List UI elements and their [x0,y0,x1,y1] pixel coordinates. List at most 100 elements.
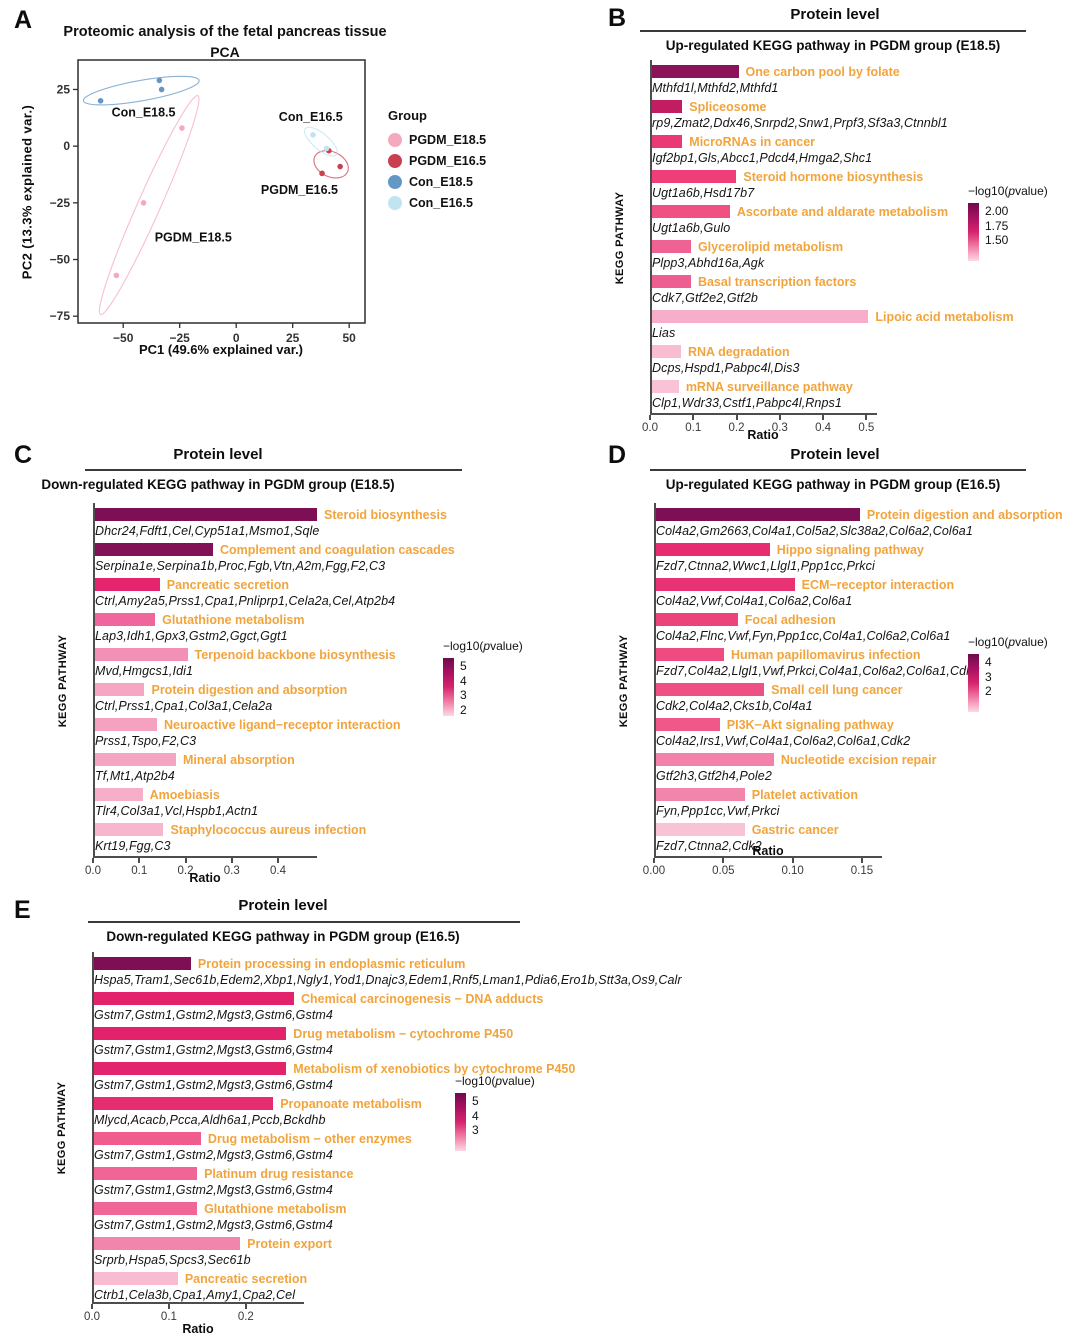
gene-list: Gstm7,Gstm1,Gstm2,Mgst3,Gstm6,Gstm4 [94,1217,333,1232]
x-tick-mark [184,858,187,863]
gene-list: Fzd7,Ctnna2,Cdk2 [656,838,762,853]
gene-list: Lap3,Idh1,Gpx3,Gstm2,Ggct,Ggt1 [95,628,288,643]
legend-title-text: −log10( [443,639,484,653]
panel-c-kegg-down-e18: C Protein level Down-regulated KEGG path… [0,437,600,890]
x-tick-label: 0.2 [237,1311,254,1323]
title-underline [650,469,1026,471]
legend-value: 3 [985,669,992,684]
y-axis-label: KEGG PATHWAY [614,191,626,285]
x-tick-label: 0.3 [223,865,240,877]
gene-list: Ugt1a6b,Gulo [652,220,731,235]
x-axis-label: Ratio [189,871,221,885]
pathway-bar [652,170,737,184]
pathway-row: Mineral absorption [95,751,317,769]
title-underline [640,30,1026,32]
x-axis-ticks: 0.0 0.1 0.2 0.3 0.4 0.5 [642,415,877,439]
legend-value: 5 [472,1094,479,1108]
legend-title-text: −log10( [455,1074,496,1088]
pathway-bar [94,957,191,971]
pathway-bar [652,135,683,149]
pathway-label: MicroRNAs in cancer [689,134,816,149]
pathway-bar [94,1167,198,1181]
pathway-label: Spliceosome [689,99,767,114]
panel-b-kegg-up-e18: B Protein level Up-regulated KEGG pathwa… [600,0,1080,442]
legend-value: 2.00 [985,204,1009,218]
pathway-row: Human papillomavirus infection [656,646,921,664]
pathway-bar [652,275,691,289]
x-axis-label: Ratio [747,428,779,442]
x-tick-label: 0.0 [84,1311,100,1323]
legend-value: 2 [985,684,992,698]
data-point [319,170,325,177]
pathway-row: Focal adhesion [656,611,882,629]
pathway-bar [656,613,738,627]
pathway-row: Protein processing in endoplasmic reticu… [94,955,465,973]
pathway-label: Pancreatic secretion [166,577,290,592]
pathway-bar [656,578,795,592]
pathway-bar [95,718,157,732]
pathway-label: Amoebiasis [149,787,220,802]
pathway-label: Protein export [247,1236,332,1251]
pathway-bar [652,380,679,394]
legend-color-dot [388,175,402,189]
pathway-label: ECM−receptor interaction [801,577,955,592]
data-point [158,86,165,93]
gene-list: Cdk2,Col4a2,Cks1b,Col4a1 [656,698,813,713]
y-tick-label: −50 [50,253,71,267]
cluster-ellipse [82,75,200,106]
x-tick-label: 0.0 [642,422,658,434]
legend-value: 2 [460,702,467,717]
panel-subtitle: Down-regulated KEGG pathway in PGDM grou… [41,477,395,492]
y-tick-label: 25 [57,82,71,96]
pathway-row: Terpenoid backbone biosynthesis [95,646,396,664]
gene-list: Igf2bp1,Gls,Abcc1,Pdcd4,Hmga2,Shc1 [652,150,873,165]
pathway-bar [95,753,176,767]
legend-item-label: PGDM_E16.5 [409,154,487,168]
x-tick-label: 0.00 [642,865,666,877]
pathway-bar [652,240,691,254]
gene-list: Hspa5,Tram1,Sec61b,Edem2,Xbp1,Ngly1,Yod1… [94,972,682,987]
pathway-row: Chemical carcinogenesis − DNA adducts [94,990,543,1008]
x-tick-mark [244,1304,247,1309]
pathway-bar [652,310,869,324]
pathway-row: Glycerolipid metabolism [652,238,877,256]
pathway-row: Protein digestion and absorption [95,681,347,699]
gene-list: Fyn,Ppp1cc,Vwf,Prkci [656,803,780,818]
pathway-row: Steroid biosynthesis [95,506,447,524]
pathway-label: Terpenoid backbone biosynthesis [194,647,396,662]
cluster-ellipse [303,126,338,157]
legend-value: 1.50 [985,233,1009,247]
pathway-bar [94,1202,198,1216]
legend-title-text: value) [1015,635,1048,649]
pathway-label: Glutathione metabolism [204,1201,347,1216]
gene-list: rp9,Zmat2,Ddx46,Snrpd2,Snw1,Prpf3,Sf3a3,… [652,115,948,130]
pathway-bar [656,823,745,837]
x-tick-label: 0.4 [815,422,832,434]
gene-list: Krt19,Fgg,C3 [95,838,171,853]
pathway-label: Steroid hormone biosynthesis [743,169,924,184]
pathway-row: Platinum drug resistance [94,1165,353,1183]
pathway-label: Nucleotide excision repair [780,752,937,767]
legend-title-text: −log10( [968,635,1009,649]
x-tick-label: −25 [170,331,191,345]
x-tick-mark [865,415,868,420]
pathway-label: PI3K−Akt signaling pathway [726,717,894,732]
pathway-label: Complement and coagulation cascades [219,542,455,557]
pathway-bar [656,508,860,522]
pathway-label: Hippo signaling pathway [776,542,924,557]
gene-list: Serpina1e,Serpina1b,Proc,Fgb,Vtn,A2m,Fgg… [95,558,386,573]
cluster-ellipse [98,95,200,316]
panel-d-kegg-up-e16: D Protein level Up-regulated KEGG pathwa… [600,437,1080,890]
legend-gradient [968,654,979,712]
pathway-label: Protein processing in endoplasmic reticu… [197,956,466,971]
pathway-label: RNA degradation [687,344,790,359]
data-point [97,98,104,104]
pathway-bar [652,65,739,79]
pathway-label: One carbon pool by folate [745,64,900,79]
pathway-row: Protein export [94,1235,332,1253]
gene-list: Gstm7,Gstm1,Gstm2,Mgst3,Gstm6,Gstm4 [94,1147,333,1162]
data-point [140,200,147,206]
pathway-row: MicroRNAs in cancer [652,133,877,151]
panel-subtitle: Down-regulated KEGG pathway in PGDM grou… [106,929,460,944]
y-tick-label: 0 [63,139,70,153]
